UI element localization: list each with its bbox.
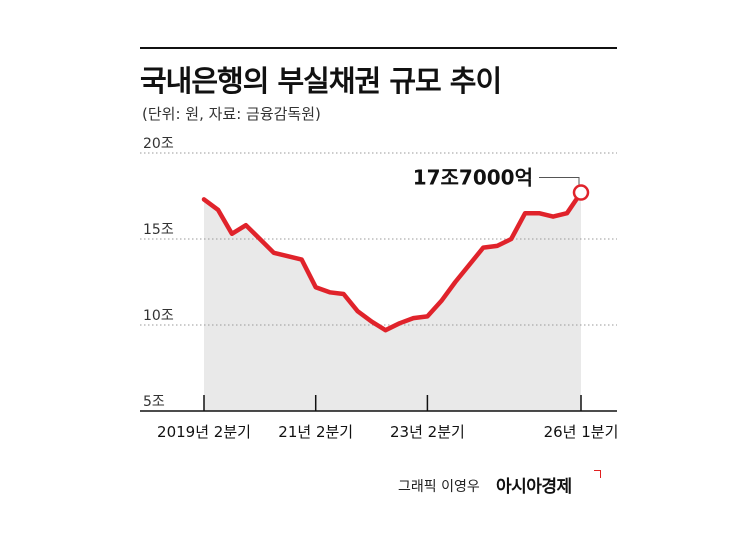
chart-subtitle: (단위: 원, 자료: 금융감독원): [142, 105, 321, 123]
data-point-18: [453, 280, 457, 284]
data-point-16: [425, 314, 429, 318]
data-point-8: [314, 285, 318, 289]
data-point-1: [216, 208, 220, 212]
data-point-20: [481, 246, 485, 250]
data-point-7: [300, 258, 304, 262]
data-point-25: [551, 215, 555, 219]
series-line: [201, 190, 584, 333]
data-point-0: [202, 197, 206, 201]
data-point-4: [258, 237, 262, 241]
x-tick-label-0: 2019년 2분기: [157, 423, 251, 441]
data-point-14: [398, 321, 401, 325]
annotation-label: 17조7000억: [413, 166, 533, 190]
data-point-21: [495, 244, 499, 248]
data-point-12: [370, 320, 374, 324]
data-point-24: [537, 211, 541, 215]
data-point-10: [342, 292, 346, 296]
data-point-13: [384, 328, 387, 332]
x-tick-label-2: 23년 2분기: [390, 423, 465, 441]
credit-author: 그래픽 이영우: [398, 479, 480, 495]
y-tick-label-3: 5조: [143, 394, 165, 410]
data-point-6: [286, 254, 290, 258]
annotation-leader: [539, 177, 580, 186]
data-point-5: [272, 251, 276, 255]
y-tick-label-0: 20조: [143, 136, 174, 152]
series-area: [204, 192, 581, 411]
top-rule: [140, 47, 617, 49]
annotation-marker: [572, 184, 590, 201]
data-point-2: [230, 232, 234, 236]
y-tick-label-2: 10조: [143, 308, 174, 324]
data-point-23: [523, 211, 527, 215]
data-point-22: [509, 237, 513, 241]
x-tick-label-3: 26년 1분기: [544, 423, 619, 441]
data-point-11: [356, 309, 360, 313]
chart-title: 국내은행의 부실채권 규모 추이: [140, 64, 502, 98]
data-point-9: [328, 290, 332, 294]
brand-mark-icon: [594, 470, 601, 478]
data-point-26: [565, 211, 569, 215]
data-point-3: [244, 223, 248, 227]
y-tick-label-1: 15조: [143, 222, 174, 238]
data-point-19: [467, 263, 471, 267]
data-point-15: [411, 316, 415, 320]
x-tick-label-1: 21년 2분기: [278, 423, 353, 441]
data-point-17: [439, 299, 443, 303]
brand-logo: 아시아경제: [496, 477, 572, 497]
